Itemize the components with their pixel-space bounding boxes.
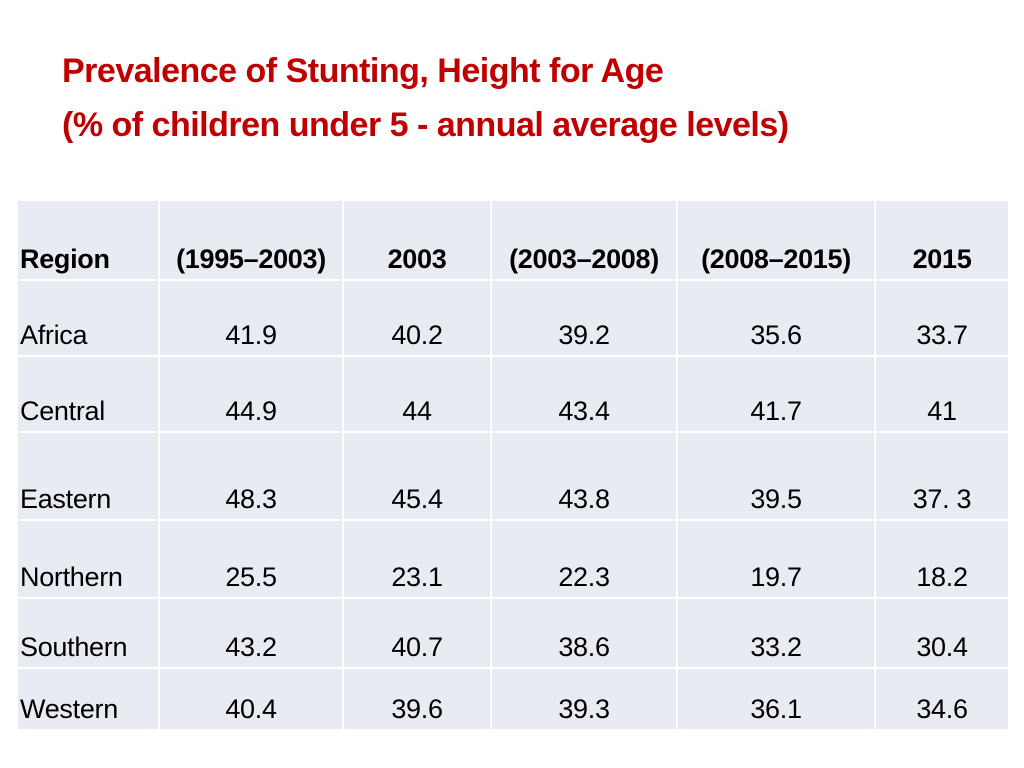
region-cell: Africa bbox=[16, 279, 160, 357]
value-cell: 40.7 bbox=[342, 597, 492, 669]
value-cell: 34.6 bbox=[874, 667, 1010, 731]
value-cell: 37. 3 bbox=[874, 431, 1010, 521]
region-cell: Western bbox=[16, 667, 160, 731]
value-cell: 39.6 bbox=[342, 667, 492, 731]
header-2015: 2015 bbox=[874, 199, 1010, 281]
value-cell: 30.4 bbox=[874, 597, 1010, 669]
value-cell: 43.8 bbox=[490, 431, 678, 521]
value-cell: 25.5 bbox=[158, 519, 344, 599]
value-cell: 23.1 bbox=[342, 519, 492, 599]
value-cell: 44 bbox=[342, 355, 492, 433]
region-cell: Southern bbox=[16, 597, 160, 669]
table-row: Northern 25.5 23.1 22.3 19.7 18.2 bbox=[16, 519, 1010, 599]
title-line-1: Prevalence of Stunting, Height for Age bbox=[62, 52, 664, 90]
value-cell: 41 bbox=[874, 355, 1010, 433]
value-cell: 48.3 bbox=[158, 431, 344, 521]
region-cell: Northern bbox=[16, 519, 160, 599]
table-row: Eastern 48.3 45.4 43.8 39.5 37. 3 bbox=[16, 431, 1010, 521]
table-header-row: Region (1995–2003) 2003 (2003–2008) (200… bbox=[16, 199, 1010, 281]
header-2008-2015: (2008–2015) bbox=[676, 199, 876, 281]
value-cell: 35.6 bbox=[676, 279, 876, 357]
value-cell: 36.1 bbox=[676, 667, 876, 731]
table-row: Western 40.4 39.6 39.3 36.1 34.6 bbox=[16, 667, 1010, 731]
region-cell: Eastern bbox=[16, 431, 160, 521]
value-cell: 19.7 bbox=[676, 519, 876, 599]
value-cell: 43.4 bbox=[490, 355, 678, 433]
header-region: Region bbox=[16, 199, 160, 281]
page-title: Prevalence of Stunting, Height for Age (… bbox=[62, 44, 789, 152]
header-1995-2003: (1995–2003) bbox=[158, 199, 344, 281]
value-cell: 45.4 bbox=[342, 431, 492, 521]
value-cell: 33.7 bbox=[874, 279, 1010, 357]
value-cell: 38.6 bbox=[490, 597, 678, 669]
table-row: Africa 41.9 40.2 39.2 35.6 33.7 bbox=[16, 279, 1010, 357]
value-cell: 18.2 bbox=[874, 519, 1010, 599]
value-cell: 41.7 bbox=[676, 355, 876, 433]
value-cell: 43.2 bbox=[158, 597, 344, 669]
value-cell: 22.3 bbox=[490, 519, 678, 599]
value-cell: 41.9 bbox=[158, 279, 344, 357]
value-cell: 39.3 bbox=[490, 667, 678, 731]
value-cell: 40.2 bbox=[342, 279, 492, 357]
value-cell: 44.9 bbox=[158, 355, 344, 433]
title-line-2: (% of children under 5 - annual average … bbox=[62, 106, 789, 144]
value-cell: 39.2 bbox=[490, 279, 678, 357]
table-row: Central 44.9 44 43.4 41.7 41 bbox=[16, 355, 1010, 433]
table-row: Southern 43.2 40.7 38.6 33.2 30.4 bbox=[16, 597, 1010, 669]
value-cell: 33.2 bbox=[676, 597, 876, 669]
value-cell: 40.4 bbox=[158, 667, 344, 731]
header-2003-2008: (2003–2008) bbox=[490, 199, 678, 281]
stunting-table: Region (1995–2003) 2003 (2003–2008) (200… bbox=[16, 199, 1010, 731]
header-2003: 2003 bbox=[342, 199, 492, 281]
region-cell: Central bbox=[16, 355, 160, 433]
value-cell: 39.5 bbox=[676, 431, 876, 521]
